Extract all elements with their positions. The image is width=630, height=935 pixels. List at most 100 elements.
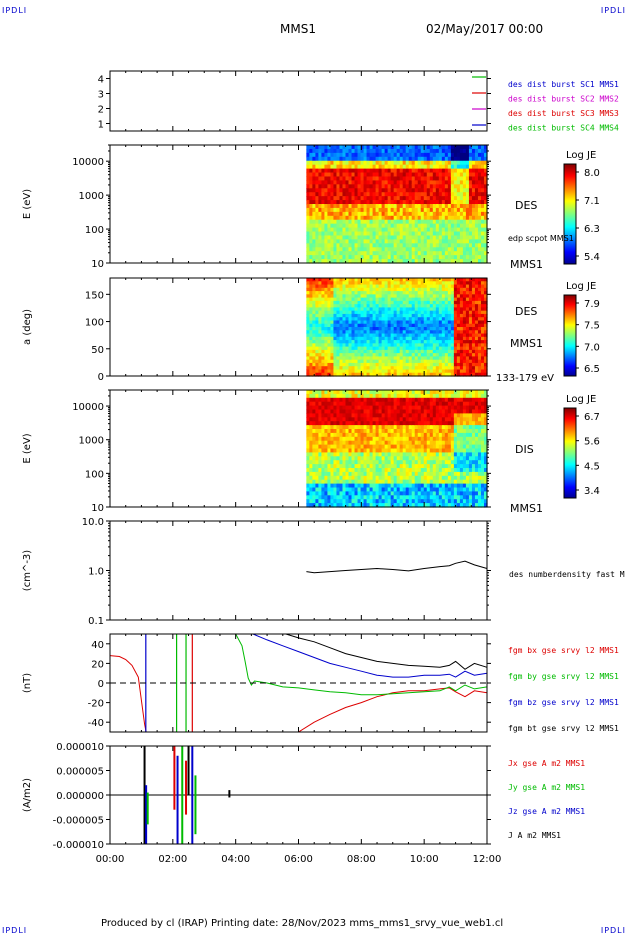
heatmap-cell xyxy=(432,215,437,221)
heatmap-cell xyxy=(324,499,329,504)
heatmap-cell xyxy=(312,323,316,328)
heatmap-cell xyxy=(462,330,467,335)
heatmap-cell xyxy=(309,160,313,166)
heatmap-cell xyxy=(465,336,470,341)
heatmap-cell xyxy=(315,145,319,150)
heatmap-cell xyxy=(336,223,341,229)
heatmap-cell xyxy=(444,366,449,371)
heatmap-cell xyxy=(423,432,428,438)
heatmap-cell xyxy=(339,448,344,453)
heatmap-cell xyxy=(336,251,341,256)
heatmap-cell xyxy=(372,390,377,395)
heatmap-cell xyxy=(426,393,431,399)
heatmap-cell xyxy=(336,307,341,312)
heatmap-cell xyxy=(342,235,347,240)
heatmap-cell xyxy=(432,487,437,492)
heatmap-cell xyxy=(375,425,380,430)
heatmap-cell xyxy=(465,346,470,351)
heatmap-cell xyxy=(372,239,377,244)
heatmap-cell xyxy=(318,503,323,508)
heatmap-cell xyxy=(456,307,461,312)
heatmap-cell xyxy=(447,211,452,217)
heatmap-cell xyxy=(429,425,434,430)
heatmap-cell xyxy=(366,304,371,308)
heatmap-cell xyxy=(441,313,446,318)
heatmap-cell xyxy=(393,356,398,361)
heatmap-cell xyxy=(345,223,350,229)
heatmap-cell xyxy=(387,499,392,504)
heatmap-cell xyxy=(426,362,431,367)
heatmap-cell xyxy=(390,369,395,374)
heatmap-cell xyxy=(330,172,335,178)
heatmap-cell xyxy=(342,390,347,395)
heatmap-cell xyxy=(378,362,383,367)
heatmap-cell xyxy=(324,417,329,422)
heatmap-cell xyxy=(429,227,434,233)
heatmap-cell xyxy=(321,503,326,508)
heatmap-cell xyxy=(483,304,488,308)
heatmap-cell xyxy=(453,317,458,322)
heatmap-cell xyxy=(333,152,338,158)
heatmap-cell xyxy=(429,390,434,395)
heatmap-cell xyxy=(456,192,461,197)
heatmap-cell xyxy=(315,448,319,453)
heatmap-cell xyxy=(357,432,362,438)
heatmap-cell xyxy=(480,369,485,374)
heatmap-cell xyxy=(333,487,338,492)
heatmap-cell xyxy=(321,491,326,496)
heatmap-cell xyxy=(411,152,416,158)
heatmap-cell xyxy=(426,200,431,205)
heatmap-cell xyxy=(321,483,326,489)
heatmap-cell xyxy=(375,148,380,154)
heatmap-cell xyxy=(408,215,413,221)
heatmap-cell xyxy=(477,227,482,233)
heatmap-cell xyxy=(408,330,413,335)
heatmap-cell xyxy=(309,471,313,477)
heatmap-cell xyxy=(405,310,410,315)
heatmap-cell xyxy=(474,297,479,302)
heatmap-cell xyxy=(426,372,431,377)
heatmap-cell xyxy=(411,204,416,209)
heatmap-cell xyxy=(321,291,326,295)
heatmap-cell xyxy=(441,359,446,364)
heatmap-cell xyxy=(336,405,341,411)
heatmap-cell xyxy=(336,456,341,461)
heatmap-cell xyxy=(426,231,431,237)
heatmap-cell xyxy=(372,184,377,189)
heatmap-cell xyxy=(324,390,329,395)
heatmap-cell xyxy=(423,425,428,430)
heatmap-cell xyxy=(450,287,455,292)
heatmap-cell xyxy=(456,362,461,367)
heatmap-cell xyxy=(384,372,389,377)
heatmap-cell xyxy=(381,180,386,185)
heatmap-cell xyxy=(387,180,392,185)
heatmap-cell xyxy=(420,471,425,477)
heatmap-cell xyxy=(459,330,464,335)
heatmap-cell xyxy=(387,372,392,377)
heatmap-cell xyxy=(339,172,344,178)
heatmap-cell xyxy=(393,291,398,295)
heatmap-cell xyxy=(381,413,386,418)
heatmap-cell xyxy=(324,231,329,237)
heatmap-cell xyxy=(432,401,437,407)
heatmap-cell xyxy=(345,247,350,252)
heatmap-cell xyxy=(444,320,449,325)
heatmap-cell xyxy=(414,372,419,377)
heatmap-cell xyxy=(471,251,476,256)
heatmap-cell xyxy=(372,287,377,292)
heatmap-cell xyxy=(402,323,407,328)
heatmap-cell xyxy=(441,448,446,453)
heatmap-cell xyxy=(438,297,443,302)
heatmap-cell xyxy=(378,330,383,335)
heatmap-cell xyxy=(348,343,353,348)
heatmap-cell xyxy=(480,346,485,351)
heatmap-cell xyxy=(375,369,380,374)
heatmap-cell xyxy=(315,452,319,457)
heatmap-cell xyxy=(327,343,332,348)
heatmap-cell xyxy=(444,409,449,414)
heatmap-cell xyxy=(336,362,341,367)
heatmap-cell xyxy=(420,491,425,496)
heatmap-cell xyxy=(357,405,362,411)
heatmap-cell xyxy=(339,483,344,489)
heatmap-cell xyxy=(321,287,326,292)
